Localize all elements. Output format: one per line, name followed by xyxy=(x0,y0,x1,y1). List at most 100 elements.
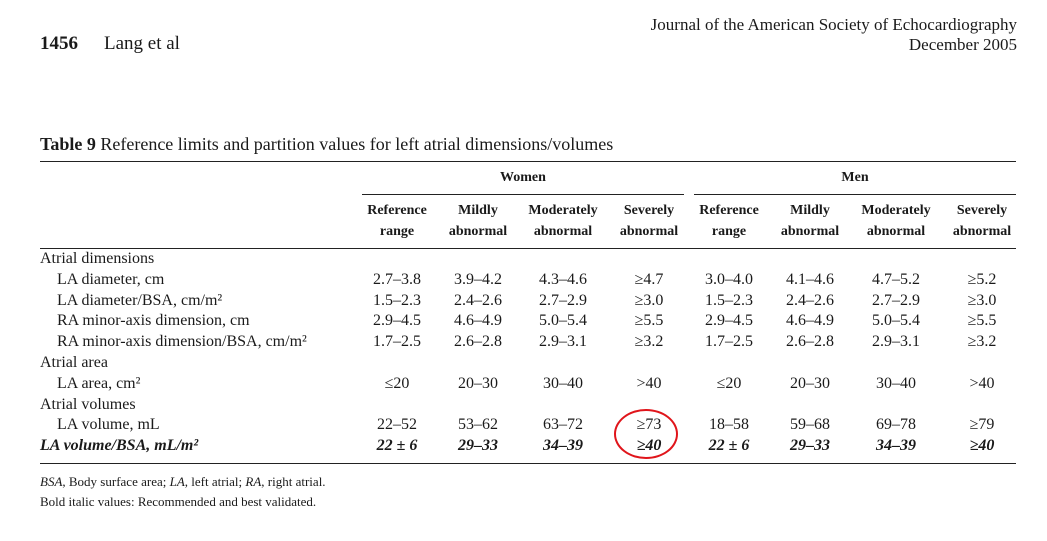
journal-header: Journal of the American Society of Echoc… xyxy=(651,15,1017,55)
table-cell: 20–30 xyxy=(790,374,830,392)
table-row: LA diameter/BSA, cm/m² 1.5–2.3 2.4–2.6 2.7–… xyxy=(40,292,1020,313)
table-cell: 22 ± 6 xyxy=(376,437,418,455)
footnote-abbr-la: LA xyxy=(169,474,185,489)
table-cell: 2.9–4.5 xyxy=(373,312,421,330)
column-header: Severely abnormal xyxy=(940,200,1024,242)
column-header-line: abnormal xyxy=(780,224,840,239)
table-cell: ≥40 xyxy=(969,437,995,455)
table-cell: 1.7–2.5 xyxy=(373,333,421,351)
column-header: Moderately abnormal xyxy=(854,200,938,242)
table-top-rule xyxy=(40,161,1016,162)
table-cell: ≥5.2 xyxy=(967,270,997,288)
footnote-abbr-bsa: BSA xyxy=(40,474,63,489)
table-row: LA diameter, cm 2.7–3.8 3.9–4.2 4.3–4.6 ≥4.7… xyxy=(40,271,1020,292)
highlight-circle xyxy=(614,409,678,459)
table-cell: 53–62 xyxy=(458,416,498,434)
column-header: Reference range xyxy=(687,200,771,242)
column-header-line: abnormal xyxy=(533,224,593,239)
column-header: Moderately abnormal xyxy=(521,200,605,242)
group-header-men: Men xyxy=(841,170,869,185)
column-header-line: range xyxy=(379,224,415,239)
group-header-women: Women xyxy=(500,170,546,185)
row-label: LA volume/BSA, mL/m² xyxy=(40,437,199,455)
row-label: RA minor-axis dimension/BSA, cm/m² xyxy=(57,333,307,351)
table-row: LA volume/BSA, mL/m² 22 ± 6 29–33 34–39 ≥40 2… xyxy=(40,437,1020,458)
column-header-line: Severely xyxy=(956,203,1008,218)
running-authors: Lang et al xyxy=(104,33,180,54)
table-cell: 2.9–4.5 xyxy=(705,312,753,330)
table-cell: 69–78 xyxy=(876,416,916,434)
journal-date: December 2005 xyxy=(908,35,1017,54)
table-caption-label: Table 9 xyxy=(40,134,96,154)
table-cell: ≥4.7 xyxy=(634,270,664,288)
column-header-line: Moderately xyxy=(528,203,598,218)
table-section-row: Atrial area xyxy=(40,354,1020,375)
table-caption-text: Reference limits and partition values fo… xyxy=(100,134,614,154)
footnote-abbr-ra-text: , right atrial. xyxy=(261,474,326,489)
table-row: LA volume, mL 22–52 53–62 63–72 ≥73 18–58 59–6… xyxy=(40,416,1020,437)
column-header-line: abnormal xyxy=(619,224,679,239)
group-rule-women xyxy=(362,194,684,195)
table-row: RA minor-axis dimension, cm 2.9–4.5 4.6–4.… xyxy=(40,312,1020,333)
table-cell: ≥5.5 xyxy=(967,312,997,330)
column-header-line: abnormal xyxy=(866,224,926,239)
table-section-row: Atrial dimensions xyxy=(40,250,1020,271)
table-cell: 18–58 xyxy=(709,416,749,434)
journal-name: Journal of the American Society of Echoc… xyxy=(650,15,1017,34)
table-cell: ≥3.2 xyxy=(967,333,997,351)
table-cell: 4.7–5.2 xyxy=(872,270,920,288)
column-header-line: Severely xyxy=(623,203,675,218)
column-header-line: Mildly xyxy=(790,203,830,218)
table-cell: 22 ± 6 xyxy=(708,437,750,455)
table-cell: 2.7–3.8 xyxy=(373,270,421,288)
column-header-line: abnormal xyxy=(952,224,1012,239)
table-cell: ≥79 xyxy=(969,416,995,434)
table-cell: 2.7–2.9 xyxy=(539,291,587,309)
footnote-abbreviations: BSA, Body surface area; LA, left atrial;… xyxy=(40,474,326,490)
table-cell: 1.5–2.3 xyxy=(373,291,421,309)
table-caption: Table 9 Reference limits and partition v… xyxy=(40,134,613,155)
table-cell: >40 xyxy=(969,374,995,392)
footnote-abbr-bsa-text: , Body surface area; xyxy=(62,474,170,489)
table-bottom-rule xyxy=(40,463,1016,464)
row-label: LA diameter/BSA, cm/m² xyxy=(57,291,223,309)
row-label: LA area, cm² xyxy=(57,374,141,392)
table-row: LA area, cm² ≤20 20–30 30–40 >40 ≤20 20–30 30–4… xyxy=(40,375,1020,396)
table-cell: ≥3.0 xyxy=(967,291,997,309)
footnote-abbr-la-text: , left atrial; xyxy=(184,474,246,489)
footnote-legend: Bold italic values: Recommended and best… xyxy=(40,494,317,509)
row-label: LA volume, mL xyxy=(57,416,160,434)
table-cell: 3.0–4.0 xyxy=(705,270,753,288)
column-header: Mildly abnormal xyxy=(436,200,520,242)
page-number: 1456 xyxy=(40,33,78,54)
table-cell: 63–72 xyxy=(543,416,583,434)
table-cell: 30–40 xyxy=(543,374,583,392)
table-cell: 5.0–5.4 xyxy=(539,312,587,330)
row-label: LA diameter, cm xyxy=(57,270,165,288)
table-cell: 30–40 xyxy=(876,374,916,392)
table-cell: 29–33 xyxy=(458,437,498,455)
table-cell: ≥5.5 xyxy=(634,312,664,330)
table-cell: ≤20 xyxy=(716,374,742,392)
table-cell: 5.0–5.4 xyxy=(872,312,920,330)
column-header-line: Reference xyxy=(699,203,759,218)
table-cell: ≥3.2 xyxy=(634,333,664,351)
column-header-line: abnormal xyxy=(448,224,508,239)
header-bottom-rule xyxy=(40,248,1016,249)
table-cell: 34–39 xyxy=(543,437,583,455)
column-header-line: Reference xyxy=(367,203,427,218)
column-header: Mildly abnormal xyxy=(768,200,852,242)
row-label: RA minor-axis dimension, cm xyxy=(57,312,250,330)
table-cell: 2.4–2.6 xyxy=(454,291,502,309)
table-cell: 29–33 xyxy=(790,437,830,455)
table-cell: 4.6–4.9 xyxy=(454,312,502,330)
table-cell: 4.3–4.6 xyxy=(539,270,587,288)
table-cell: 2.6–2.8 xyxy=(454,333,502,351)
table-cell: 1.7–2.5 xyxy=(705,333,753,351)
footnote-abbr-ra: RA xyxy=(245,474,262,489)
table-cell: ≤20 xyxy=(384,374,410,392)
section-label: Atrial volumes xyxy=(40,395,136,413)
table-cell: 59–68 xyxy=(790,416,830,434)
table-row: RA minor-axis dimension/BSA, cm/m² 1.7–2.… xyxy=(40,333,1020,354)
section-label: Atrial dimensions xyxy=(40,250,155,267)
